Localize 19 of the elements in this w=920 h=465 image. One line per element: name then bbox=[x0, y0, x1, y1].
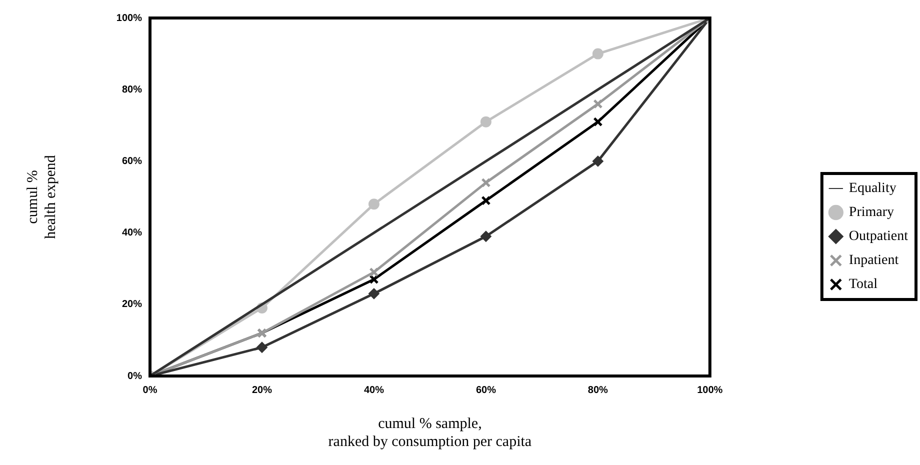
y-tick-label: 20% bbox=[122, 299, 142, 310]
x-tick-label: 100% bbox=[697, 384, 723, 396]
x-tick-label: 40% bbox=[364, 384, 384, 396]
legend-label: Total bbox=[848, 277, 878, 292]
y-tick-label: 40% bbox=[122, 228, 142, 239]
x-tick-label: 20% bbox=[252, 384, 272, 396]
legend-label: Outpatient bbox=[848, 229, 908, 244]
y-tick-label: 0% bbox=[128, 370, 142, 382]
y-tick-label: 60% bbox=[122, 156, 142, 167]
legend-label: Equality bbox=[848, 181, 896, 196]
y-tick-label: 80% bbox=[122, 84, 142, 96]
y-axis-title: cumul % health expend bbox=[24, 154, 59, 239]
x-axis-title: cumul % sample, ranked by consumption per capita bbox=[328, 416, 532, 450]
legend-label: Primary bbox=[848, 205, 894, 220]
legend-label: Inpatient bbox=[848, 253, 899, 268]
y-tick-label: 100% bbox=[116, 12, 142, 24]
x-tick-label: 60% bbox=[476, 384, 496, 396]
x-tick-label: 80% bbox=[588, 384, 608, 396]
x-tick-label: 0% bbox=[142, 384, 158, 396]
